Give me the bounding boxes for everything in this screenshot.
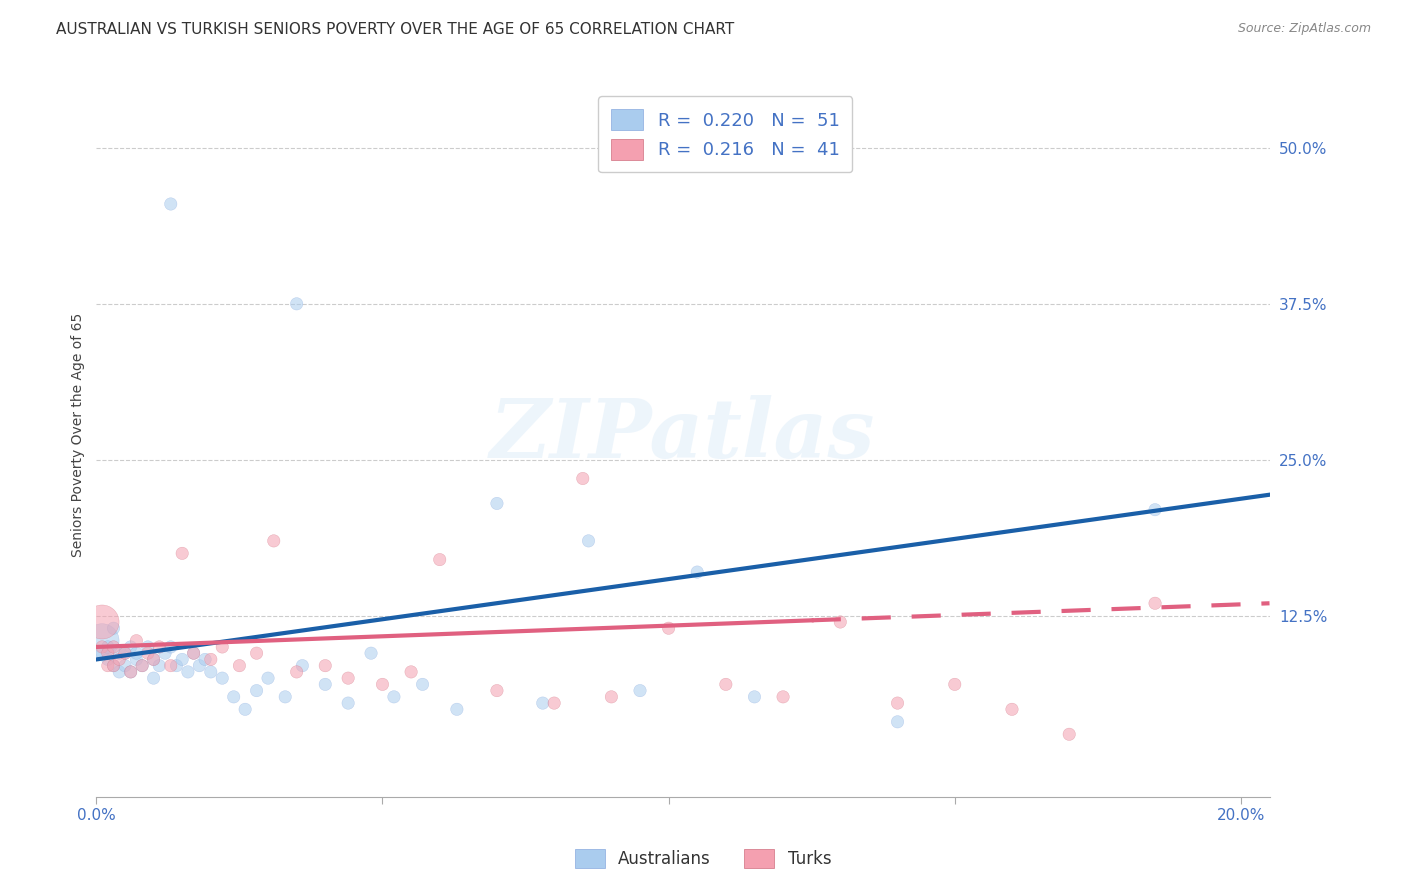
Point <box>97 652 120 666</box>
Text: ZIPatlas: ZIPatlas <box>491 395 876 475</box>
Point <box>399 665 422 679</box>
Point <box>91 640 114 654</box>
Point <box>772 690 794 704</box>
Point <box>200 652 222 666</box>
Point <box>125 652 148 666</box>
Point <box>314 677 336 691</box>
Point <box>245 646 267 660</box>
Legend: Australians, Turks: Australians, Turks <box>568 842 838 875</box>
Point <box>337 671 360 685</box>
Point <box>314 658 336 673</box>
Point <box>686 565 709 579</box>
Point <box>382 690 405 704</box>
Point <box>136 646 159 660</box>
Point <box>103 658 125 673</box>
Point <box>120 640 142 654</box>
Point <box>485 683 508 698</box>
Point <box>245 683 267 698</box>
Point <box>142 652 165 666</box>
Point <box>166 658 188 673</box>
Point <box>200 665 222 679</box>
Point <box>172 652 194 666</box>
Point <box>830 615 852 629</box>
Point <box>177 665 200 679</box>
Point <box>211 640 233 654</box>
Point <box>485 496 508 510</box>
Point <box>142 652 165 666</box>
Point <box>263 533 285 548</box>
Point <box>120 665 142 679</box>
Point <box>744 690 766 704</box>
Point <box>125 633 148 648</box>
Point <box>429 552 451 566</box>
Point <box>371 677 394 691</box>
Point <box>120 665 142 679</box>
Point <box>159 197 181 211</box>
Text: AUSTRALIAN VS TURKISH SENIORS POVERTY OVER THE AGE OF 65 CORRELATION CHART: AUSTRALIAN VS TURKISH SENIORS POVERTY OV… <box>56 22 734 37</box>
Point <box>172 546 194 560</box>
Point <box>148 658 170 673</box>
Point <box>183 646 205 660</box>
Point <box>285 665 308 679</box>
Point <box>886 714 908 729</box>
Point <box>1057 727 1080 741</box>
Point <box>188 658 211 673</box>
Point <box>578 533 600 548</box>
Point <box>108 652 131 666</box>
Point <box>571 471 593 485</box>
Text: Source: ZipAtlas.com: Source: ZipAtlas.com <box>1237 22 1371 36</box>
Point <box>233 702 256 716</box>
Point <box>108 646 131 660</box>
Point <box>148 640 170 654</box>
Point <box>142 671 165 685</box>
Point <box>285 297 308 311</box>
Point <box>257 671 280 685</box>
Point <box>91 633 114 648</box>
Point <box>274 690 297 704</box>
Point <box>194 652 217 666</box>
Point <box>114 658 136 673</box>
Point <box>183 646 205 660</box>
Point <box>222 690 245 704</box>
Point <box>97 646 120 660</box>
Point <box>714 677 737 691</box>
Point <box>125 646 148 660</box>
Point <box>153 646 176 660</box>
Point <box>114 646 136 660</box>
Point <box>1144 502 1167 516</box>
Point <box>91 646 114 660</box>
Point <box>658 621 681 635</box>
Point <box>103 640 125 654</box>
Point <box>136 640 159 654</box>
Point <box>1144 596 1167 610</box>
Point <box>131 658 153 673</box>
Point <box>628 683 651 698</box>
Legend: R =  0.220   N =  51, R =  0.216   N =  41: R = 0.220 N = 51, R = 0.216 N = 41 <box>598 96 852 172</box>
Point <box>360 646 382 660</box>
Point <box>97 658 120 673</box>
Point <box>943 677 966 691</box>
Point <box>600 690 623 704</box>
Point <box>108 665 131 679</box>
Point <box>337 696 360 710</box>
Point <box>159 640 181 654</box>
Point <box>412 677 434 691</box>
Point <box>446 702 468 716</box>
Point <box>91 615 114 629</box>
Point <box>131 658 153 673</box>
Point <box>531 696 554 710</box>
Point <box>228 658 250 673</box>
Point <box>97 640 120 654</box>
Point <box>886 696 908 710</box>
Point <box>543 696 565 710</box>
Point <box>159 658 181 673</box>
Point <box>103 658 125 673</box>
Point <box>1001 702 1024 716</box>
Point <box>291 658 314 673</box>
Y-axis label: Seniors Poverty Over the Age of 65: Seniors Poverty Over the Age of 65 <box>72 313 86 557</box>
Point <box>103 621 125 635</box>
Point <box>114 646 136 660</box>
Point <box>211 671 233 685</box>
